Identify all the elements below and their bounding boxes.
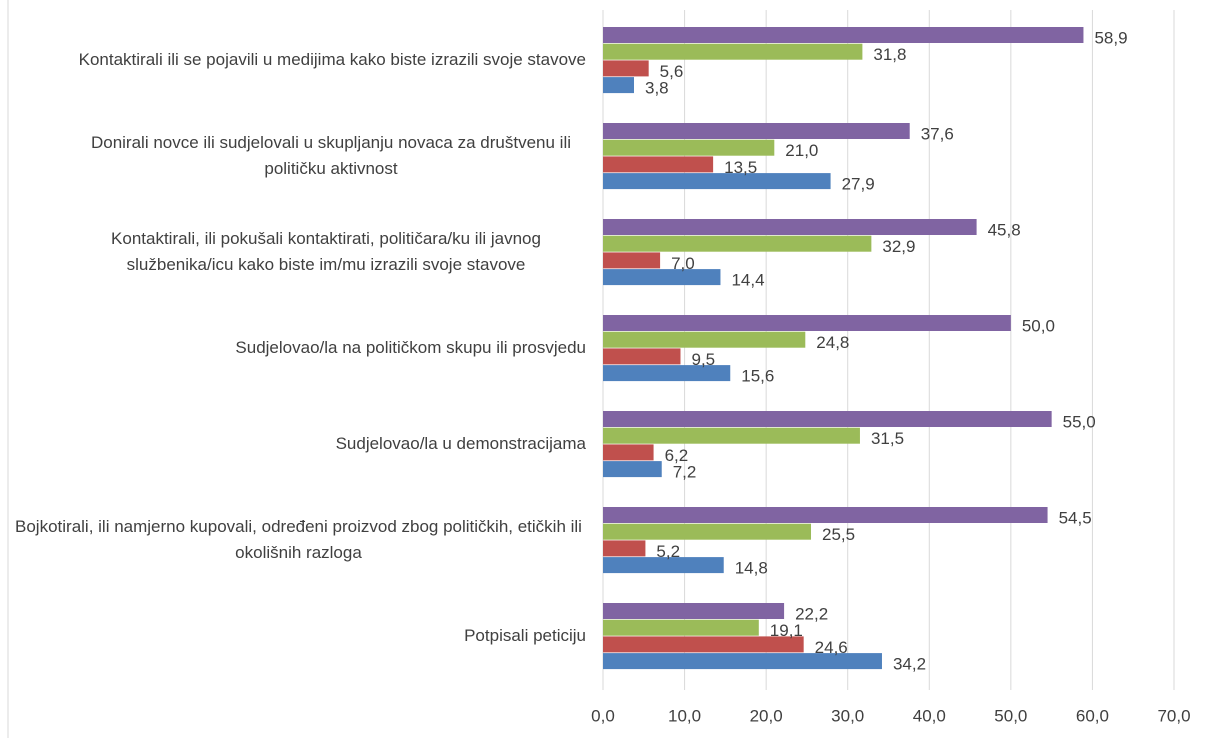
category-label: Kontaktirali ili se pojavili u medijima …	[78, 50, 586, 70]
category-label: Sudjelovao/la u demonstracijama	[335, 434, 586, 454]
data-label: 24,8	[816, 333, 849, 352]
category-label-box: Sudjelovao/la u demonstracijama	[0, 431, 586, 457]
data-label: 14,8	[735, 559, 768, 578]
bar	[603, 444, 654, 461]
data-label: 5,6	[660, 62, 684, 81]
data-label: 7,2	[673, 463, 697, 482]
category-label-box: Potpisali peticiju	[0, 623, 586, 649]
data-label: 6,2	[665, 446, 689, 465]
bar	[603, 365, 731, 382]
category-label: Bojkotirali, ili namjerno kupovali, odre…	[15, 517, 582, 563]
category-label: Sudjelovao/la na političkom skupu ili pr…	[235, 338, 586, 358]
x-tick-label: 0,0	[591, 706, 615, 725]
data-label: 34,2	[893, 655, 926, 674]
bar	[603, 139, 775, 156]
bar	[603, 235, 872, 252]
x-tick-label: 70,0	[1157, 706, 1190, 725]
bar	[603, 411, 1052, 427]
data-label: 5,2	[656, 542, 680, 561]
category-label-box: Donirali novce ili sudjelovali u skuplja…	[0, 130, 586, 182]
data-label: 7,0	[671, 254, 695, 273]
category-label: Potpisali peticiju	[464, 626, 586, 646]
bar	[603, 619, 759, 636]
data-label: 45,8	[988, 220, 1021, 239]
bar	[603, 156, 714, 173]
bar	[603, 523, 812, 540]
x-tick-label: 20,0	[750, 706, 783, 725]
data-label: 25,5	[822, 525, 855, 544]
bar	[603, 60, 649, 77]
category-label-box: Bojkotirali, ili namjerno kupovali, odre…	[0, 514, 586, 566]
data-label: 37,6	[921, 124, 954, 143]
data-label: 13,5	[724, 158, 757, 177]
x-tick-label: 60,0	[1076, 706, 1109, 725]
bar	[603, 331, 806, 348]
bar	[603, 603, 785, 619]
bar	[603, 27, 1084, 43]
data-label: 24,6	[815, 638, 848, 657]
data-label: 15,6	[741, 367, 774, 386]
bar	[603, 315, 1011, 331]
x-tick-label: 50,0	[994, 706, 1027, 725]
data-label: 31,8	[873, 45, 906, 64]
bar	[603, 43, 863, 60]
category-label-box: Kontaktirali ili se pojavili u medijima …	[0, 47, 586, 73]
bar	[603, 636, 804, 653]
bar	[603, 540, 646, 557]
category-label-box: Kontaktirali, ili pokušali kontaktirati,…	[0, 226, 586, 278]
data-label: 55,0	[1063, 412, 1096, 431]
data-label: 27,9	[842, 175, 875, 194]
chart-border	[7, 0, 9, 738]
bar	[603, 461, 662, 478]
category-label-box: Sudjelovao/la na političkom skupu ili pr…	[0, 335, 586, 361]
data-label: 50,0	[1022, 316, 1055, 335]
data-label: 54,5	[1059, 508, 1092, 527]
data-label: 32,9	[882, 237, 915, 256]
category-label: Kontaktirali, ili pokušali kontaktirati,…	[111, 229, 541, 275]
bar	[603, 507, 1048, 523]
x-tick-label: 40,0	[913, 706, 946, 725]
bar	[603, 427, 860, 444]
bar	[603, 557, 724, 574]
bar	[603, 219, 977, 235]
bar	[603, 252, 661, 269]
data-label: 3,8	[645, 79, 669, 98]
data-label: 19,1	[770, 621, 803, 640]
data-label: 58,9	[1094, 28, 1127, 47]
data-label: 21,0	[785, 141, 818, 160]
bar	[603, 269, 721, 286]
data-label: 14,4	[731, 271, 764, 290]
x-tick-label: 30,0	[831, 706, 864, 725]
data-label: 31,5	[871, 429, 904, 448]
bar	[603, 653, 882, 670]
bar	[603, 348, 681, 365]
bar	[603, 77, 634, 94]
bar	[603, 123, 910, 139]
data-label: 9,5	[691, 350, 715, 369]
category-label: Donirali novce ili sudjelovali u skuplja…	[90, 133, 572, 179]
x-tick-label: 10,0	[668, 706, 701, 725]
bar	[603, 173, 831, 190]
data-label: 22,2	[795, 604, 828, 623]
